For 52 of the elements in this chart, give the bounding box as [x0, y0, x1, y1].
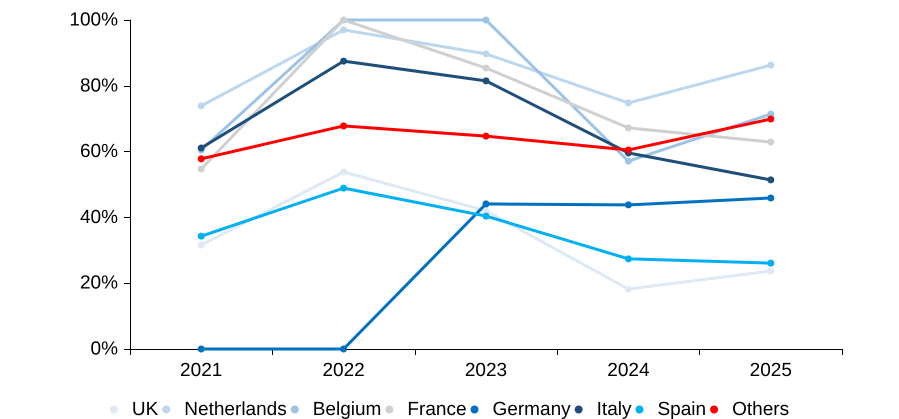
legend-label: France [407, 399, 467, 419]
legend-label: Belgium [312, 399, 382, 419]
point [482, 50, 490, 58]
point [624, 146, 632, 154]
point [767, 116, 774, 123]
point [482, 77, 490, 84]
point [198, 155, 205, 162]
x-tick-label: 2022 [322, 360, 365, 381]
x-tick-label: 2025 [750, 360, 792, 381]
x-tick-label: 2023 [464, 360, 508, 381]
x-tick-label: 2024 [607, 360, 650, 381]
point [767, 268, 774, 275]
legend-label: Spain [657, 399, 706, 419]
point [198, 232, 205, 240]
point [340, 346, 348, 352]
legend-label: Others [732, 399, 790, 419]
point [482, 132, 490, 140]
point [624, 201, 632, 208]
point [340, 122, 348, 130]
legend-label: Netherlands [184, 399, 287, 419]
point [340, 26, 348, 34]
point [767, 138, 774, 146]
point [767, 62, 774, 69]
x-tick-label: 2021 [180, 360, 222, 381]
point [767, 194, 774, 202]
legend-label: Germany [492, 399, 572, 419]
point [624, 124, 632, 132]
point [482, 212, 490, 220]
y-tick-label: 20% [80, 272, 118, 294]
point [767, 260, 774, 267]
point [482, 16, 490, 24]
legend-label: UK [132, 399, 159, 419]
point [340, 184, 348, 192]
point [198, 166, 205, 173]
point [624, 158, 632, 165]
point [624, 255, 632, 262]
point [198, 242, 205, 249]
point [340, 58, 348, 65]
y-tick-label: 0% [90, 338, 118, 360]
y-tick-label: 60% [80, 141, 118, 162]
point [198, 102, 205, 110]
point [198, 346, 205, 352]
point [482, 200, 490, 208]
y-tick-label: 100% [69, 10, 118, 30]
y-tick-label: 40% [80, 206, 118, 228]
y-tick-label: 80% [80, 75, 118, 96]
point [482, 64, 490, 72]
point [624, 99, 632, 106]
point [767, 176, 774, 184]
point [340, 168, 348, 176]
legend-label: Italy [596, 399, 632, 419]
point [624, 286, 632, 293]
